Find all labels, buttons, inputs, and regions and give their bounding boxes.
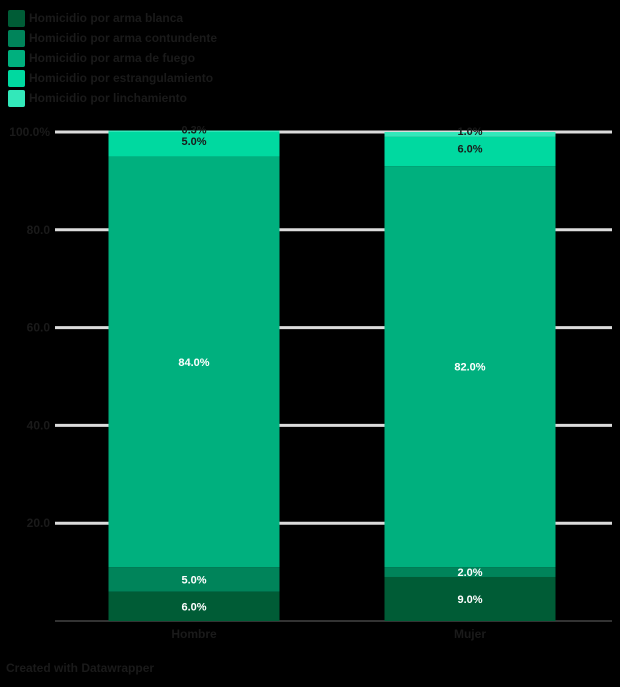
y-tick-label: 40.0 bbox=[27, 418, 51, 432]
bar-segment bbox=[384, 136, 556, 167]
chart-legend: Homicidio por arma blanca Homicidio por … bbox=[8, 8, 217, 108]
data-label: 5.0% bbox=[181, 136, 206, 148]
y-tick-label: 60.0 bbox=[27, 321, 51, 335]
y-tick-label: 20.0 bbox=[27, 516, 51, 530]
x-category-label: Hombre bbox=[171, 627, 217, 641]
data-label: 0.3% bbox=[181, 125, 206, 137]
legend-swatch bbox=[8, 49, 25, 67]
legend-label: Homicidio por arma de fuego bbox=[29, 51, 196, 65]
legend-swatch bbox=[8, 69, 25, 87]
bar-segment bbox=[108, 130, 280, 132]
bar-segment bbox=[384, 132, 556, 137]
legend-swatch bbox=[8, 29, 25, 47]
bar-segment bbox=[108, 591, 280, 621]
bar-segment bbox=[384, 576, 556, 621]
legend-swatch bbox=[8, 9, 25, 27]
bar-segment bbox=[384, 166, 556, 568]
chart-credit: Created with Datawrapper bbox=[6, 661, 155, 675]
legend-item-linchamiento: Homicidio por linchamiento bbox=[8, 88, 217, 108]
bar-segment bbox=[108, 132, 280, 157]
legend-label: Homicidio por linchamiento bbox=[29, 91, 188, 105]
bar-segment bbox=[108, 567, 280, 592]
data-label: 6.0% bbox=[181, 601, 206, 613]
legend-label: Homicidio por arma contundente bbox=[29, 31, 218, 45]
data-label: 6.0% bbox=[457, 144, 482, 156]
y-tick-label: 80.0 bbox=[27, 223, 51, 237]
legend-item-estrangulamiento: Homicidio por estrangulamiento bbox=[8, 68, 217, 88]
data-label: 84.0% bbox=[178, 357, 209, 369]
bar-segment bbox=[108, 156, 280, 568]
y-tick-label: 100.0% bbox=[9, 125, 50, 139]
legend-label: Homicidio por arma blanca bbox=[29, 11, 184, 25]
legend-item-arma-blanca: Homicidio por arma blanca bbox=[8, 8, 217, 28]
bar-segment bbox=[384, 567, 556, 577]
data-label: 2.0% bbox=[457, 567, 482, 579]
x-category-label: Mujer bbox=[454, 627, 486, 641]
legend-label: Homicidio por estrangulamiento bbox=[29, 71, 214, 85]
legend-swatch bbox=[8, 89, 25, 107]
data-label: 82.0% bbox=[454, 362, 485, 374]
legend-item-arma-contundente: Homicidio por arma contundente bbox=[8, 28, 217, 48]
data-label: 5.0% bbox=[181, 574, 206, 586]
data-label: 9.0% bbox=[457, 594, 482, 606]
legend-item-arma-de-fuego: Homicidio por arma de fuego bbox=[8, 48, 217, 68]
data-label: 1.0% bbox=[457, 126, 482, 138]
